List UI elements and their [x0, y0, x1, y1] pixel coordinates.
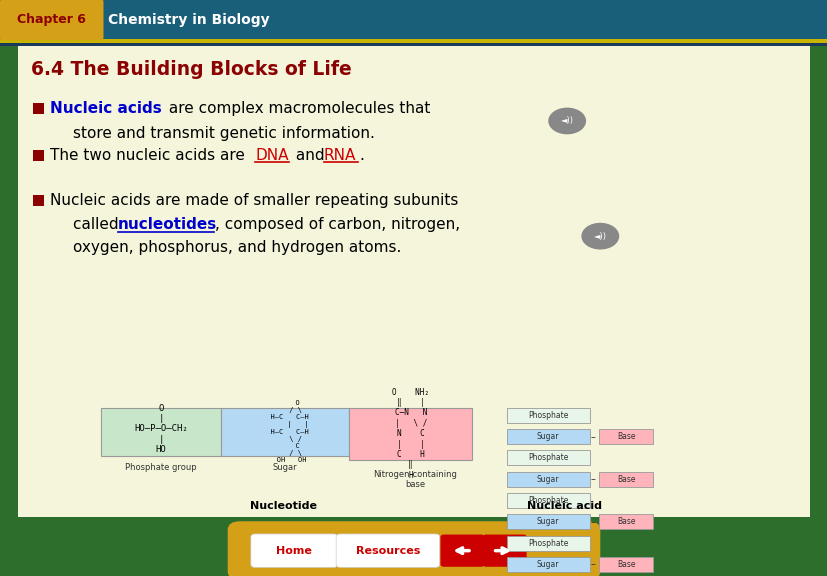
Text: nucleotides: nucleotides: [117, 217, 217, 232]
FancyBboxPatch shape: [440, 535, 484, 567]
Bar: [33, 195, 44, 206]
Text: Nucleic acids: Nucleic acids: [50, 101, 161, 116]
Text: –: –: [590, 474, 595, 484]
Text: Chapter 6: Chapter 6: [17, 13, 86, 26]
Text: ◄)): ◄)): [593, 232, 606, 241]
Bar: [599, 557, 653, 572]
Text: Nucleic acids are made of smaller repeating subunits: Nucleic acids are made of smaller repeat…: [50, 193, 457, 208]
Text: Phosphate: Phosphate: [528, 453, 567, 463]
Text: Nucleic acid: Nucleic acid: [527, 502, 601, 511]
Text: oxygen, phosphorus, and hydrogen atoms.: oxygen, phosphorus, and hydrogen atoms.: [73, 240, 401, 255]
Text: O    NH₂
‖    |
C—N   N
|   \ /
N    C
|    |
C    H
‖
H: O NH₂ ‖ | C—N N | \ / N C | | C H ‖ H: [392, 388, 428, 480]
Bar: [221, 408, 349, 456]
Bar: [506, 408, 589, 423]
Text: Phosphate: Phosphate: [528, 411, 567, 420]
FancyBboxPatch shape: [227, 521, 600, 576]
Bar: [506, 536, 589, 551]
Text: Base: Base: [616, 475, 635, 484]
Text: Phosphate group: Phosphate group: [125, 463, 197, 472]
Text: ◄)): ◄)): [560, 116, 573, 126]
Text: Chemistry in Biology: Chemistry in Biology: [108, 13, 269, 26]
Text: Resources: Resources: [356, 545, 419, 556]
FancyBboxPatch shape: [336, 534, 439, 567]
Bar: [0, 39, 827, 43]
Bar: [33, 150, 44, 161]
Text: O
|
HO—P—O—CH₂
|
HO: O | HO—P—O—CH₂ | HO: [134, 404, 188, 454]
Text: Sugar: Sugar: [536, 517, 559, 526]
Text: RNA: RNA: [323, 148, 356, 163]
Text: , composed of carbon, nitrogen,: , composed of carbon, nitrogen,: [215, 217, 460, 232]
Bar: [0, 0, 827, 39]
Text: store and transmit genetic information.: store and transmit genetic information.: [73, 126, 375, 141]
Bar: [506, 493, 589, 508]
Text: The two nucleic acids are: The two nucleic acids are: [50, 148, 249, 163]
Circle shape: [581, 223, 618, 249]
Text: Base: Base: [616, 560, 635, 569]
Bar: [0, 517, 827, 576]
Circle shape: [548, 108, 585, 134]
Bar: [506, 514, 589, 529]
Text: are complex macromolecules that: are complex macromolecules that: [164, 101, 430, 116]
Bar: [599, 472, 653, 487]
Text: Base: Base: [616, 517, 635, 526]
Text: DNA: DNA: [255, 148, 288, 163]
Bar: [506, 472, 589, 487]
Text: O
     / \
  H—C   C—H
      |   |
  H—C   C—H
     \ /
      C
     / \
   OH  : O / \ H—C C—H | | H—C C—H \ / C / \ OH: [261, 400, 308, 463]
Text: Sugar: Sugar: [536, 432, 559, 441]
Bar: [599, 429, 653, 444]
Text: Base: Base: [616, 432, 635, 441]
Bar: [0, 43, 827, 46]
Text: Home: Home: [276, 545, 312, 556]
Text: Nitrogen-containing
base: Nitrogen-containing base: [372, 470, 457, 490]
Bar: [18, 46, 809, 517]
Text: Sugar: Sugar: [536, 475, 559, 484]
Bar: [599, 514, 653, 529]
Text: Sugar: Sugar: [536, 560, 559, 569]
Text: .: .: [359, 148, 364, 163]
Text: called: called: [73, 217, 123, 232]
Bar: [506, 557, 589, 572]
Text: Phosphate: Phosphate: [528, 496, 567, 505]
Bar: [506, 429, 589, 444]
FancyBboxPatch shape: [482, 535, 526, 567]
Text: Phosphate: Phosphate: [528, 539, 567, 548]
Bar: [506, 450, 589, 465]
Text: and: and: [290, 148, 328, 163]
Bar: [349, 408, 471, 460]
Text: –: –: [590, 559, 595, 570]
Text: 6.4 The Building Blocks of Life: 6.4 The Building Blocks of Life: [31, 60, 351, 79]
Text: –: –: [590, 431, 595, 442]
FancyBboxPatch shape: [0, 0, 103, 40]
Bar: [33, 103, 44, 114]
FancyBboxPatch shape: [251, 534, 337, 567]
Text: Nucleotide: Nucleotide: [250, 502, 316, 511]
Text: Sugar: Sugar: [273, 463, 297, 472]
Text: –: –: [590, 517, 595, 527]
Bar: [101, 408, 221, 456]
